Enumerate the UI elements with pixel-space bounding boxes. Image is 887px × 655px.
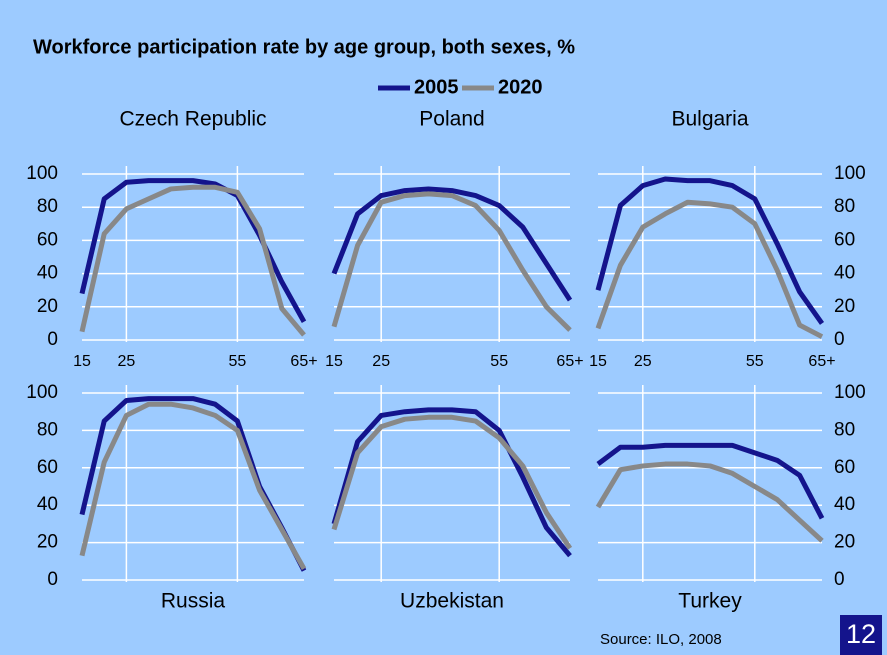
y-tick-label: 80	[37, 196, 58, 217]
x-tick-label: 65+	[556, 353, 583, 370]
series-line	[331, 191, 572, 332]
y-tick-label: 80	[834, 419, 855, 440]
y-tick-label: 100	[834, 163, 866, 184]
panel-title: Uzbekistan	[400, 590, 504, 613]
x-tick-label: 25	[634, 353, 652, 370]
x-tick-label: 65+	[290, 353, 317, 370]
y-tick-label: 0	[47, 569, 58, 590]
series-line	[331, 186, 573, 302]
y-tick-label: 60	[37, 229, 58, 250]
panel-title: Poland	[419, 108, 484, 131]
series-line	[331, 414, 573, 550]
source: Source: ILO, 2008	[600, 631, 722, 648]
chart-title: Workforce participation rate by age grou…	[33, 36, 575, 58]
series-line	[595, 199, 824, 339]
y-tick-label: 60	[37, 457, 58, 478]
y-tick-label: 40	[834, 263, 855, 284]
page-number-box	[840, 615, 882, 655]
page-number: 12	[846, 619, 876, 649]
y-tick-label: 80	[834, 196, 855, 217]
y-tick-label: 100	[834, 382, 866, 403]
legend-label: 2020	[498, 76, 543, 98]
x-tick-label: 55	[229, 353, 247, 370]
y-tick-label: 20	[834, 532, 855, 553]
y-tick-label: 0	[47, 329, 58, 350]
x-tick-label: 15	[325, 353, 343, 370]
legend-label: 2005	[414, 76, 459, 98]
y-tick-label: 20	[37, 296, 58, 317]
series-line	[79, 184, 306, 337]
x-tick-label: 15	[73, 353, 91, 370]
y-tick-label: 20	[834, 296, 855, 317]
series-line	[331, 407, 572, 558]
panel-title: Czech Republic	[119, 108, 266, 131]
x-tick-label: 55	[746, 353, 764, 370]
panel-title: Bulgaria	[671, 108, 748, 131]
series-line	[596, 442, 825, 520]
y-tick-label: 20	[37, 532, 58, 553]
y-tick-label: 80	[37, 419, 58, 440]
y-tick-label: 40	[37, 494, 58, 515]
y-tick-label: 40	[37, 263, 58, 284]
y-tick-label: 100	[26, 163, 58, 184]
x-tick-label: 25	[118, 353, 136, 370]
y-tick-label: 100	[26, 382, 58, 403]
series-line	[595, 176, 825, 325]
y-tick-label: 0	[834, 329, 845, 350]
series-line	[595, 461, 824, 543]
y-tick-label: 0	[834, 569, 845, 590]
y-tick-label: 60	[834, 457, 855, 478]
y-tick-label: 60	[834, 229, 855, 250]
x-tick-label: 25	[372, 353, 390, 370]
series-line	[79, 401, 307, 571]
panel-title: Turkey	[678, 590, 742, 613]
panel-title: Russia	[161, 590, 226, 613]
y-tick-label: 40	[834, 494, 855, 515]
x-tick-label: 55	[490, 353, 508, 370]
x-tick-label: 65+	[808, 353, 835, 370]
x-tick-label: 15	[589, 353, 607, 370]
